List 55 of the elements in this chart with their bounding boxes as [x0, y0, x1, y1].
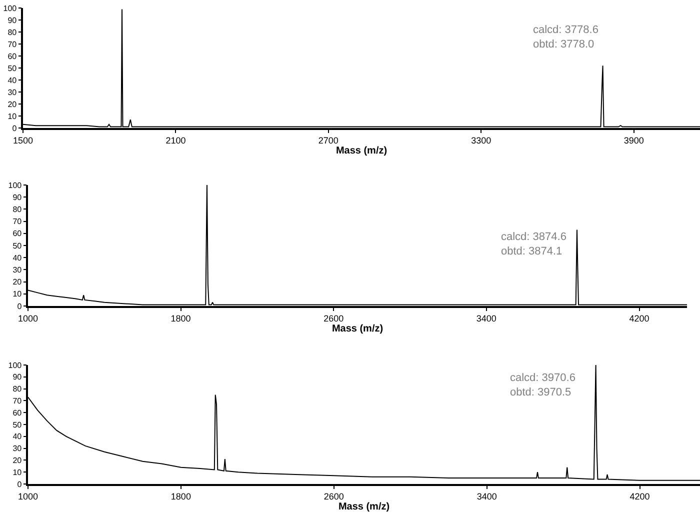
line-series [28, 365, 700, 481]
y-tick-label: 90 [12, 372, 22, 382]
x-tick-label: 2100 [166, 136, 186, 146]
y-tick-label: 60 [8, 52, 18, 61]
y-tick-label: 0 [17, 480, 22, 489]
y-tick-label: 100 [8, 360, 22, 370]
y-tick-label: 30 [12, 266, 22, 274]
y-tick-label: 100 [3, 4, 18, 13]
y-tick-label: 20 [12, 456, 22, 465]
y-tick-label: 80 [12, 205, 22, 214]
x-tick-label: 4200 [630, 492, 650, 502]
y-tick-label: 90 [12, 192, 22, 202]
y-tick-label: 40 [12, 432, 22, 442]
x-axis-title: Mass (m/z) [336, 146, 388, 157]
x-tick-label: 1800 [170, 314, 191, 324]
x-tick-label: 2600 [324, 314, 344, 324]
y-tick-label: 50 [8, 64, 18, 73]
x-tick-label: 2700 [318, 136, 338, 146]
y-tick-label: 70 [12, 396, 22, 406]
x-tick-label: 3300 [471, 136, 492, 146]
x-tick-label: 1000 [18, 314, 38, 324]
y-tick-label: 80 [12, 384, 22, 394]
y-tick-label: 70 [8, 40, 18, 49]
y-tick-label: 40 [12, 253, 22, 262]
y-tick-label: 10 [12, 468, 22, 477]
y-tick-label: 0 [17, 302, 22, 311]
annotation: calcd: 3874.6 obtd: 3874.1 [501, 231, 566, 258]
x-tick-label: 3400 [476, 492, 497, 502]
y-tick-label: 50 [12, 420, 22, 430]
y-tick-label: 30 [8, 88, 18, 97]
y-tick-label: 30 [12, 444, 22, 454]
y-tick-label: 10 [8, 112, 18, 121]
y-tick-label: 40 [8, 76, 18, 85]
y-tick-label: 80 [8, 28, 18, 37]
y-tick-label: 0 [12, 124, 18, 133]
x-tick-label: 3400 [476, 314, 496, 324]
y-tick-label: 90 [8, 16, 18, 25]
x-tick-label: 1800 [170, 492, 191, 502]
y-tick-label: 60 [12, 408, 22, 418]
y-tick-label: 50 [12, 241, 22, 250]
x-tick-label: 1000 [18, 492, 38, 502]
y-tick-label: 20 [8, 100, 18, 109]
y-tick-label: 60 [12, 229, 22, 238]
x-tick-label: 3900 [624, 136, 644, 146]
x-axis-title: Mass (m/z) [332, 324, 384, 335]
annotation: calcd: 3778.6 obtd: 3778.0 [533, 24, 598, 50]
y-tick-label: 20 [12, 278, 22, 287]
annotation: calcd: 3970.6 obtd: 3970.5 [510, 372, 576, 398]
x-tick-label: 1500 [12, 136, 34, 146]
x-tick-label: 4200 [629, 314, 650, 324]
x-axis-title: Mass (m/z) [338, 502, 390, 513]
x-tick-label: 2600 [324, 492, 344, 502]
y-tick-label: 100 [8, 180, 22, 190]
y-tick-label: 10 [12, 290, 22, 299]
y-tick-label: 70 [12, 217, 22, 226]
